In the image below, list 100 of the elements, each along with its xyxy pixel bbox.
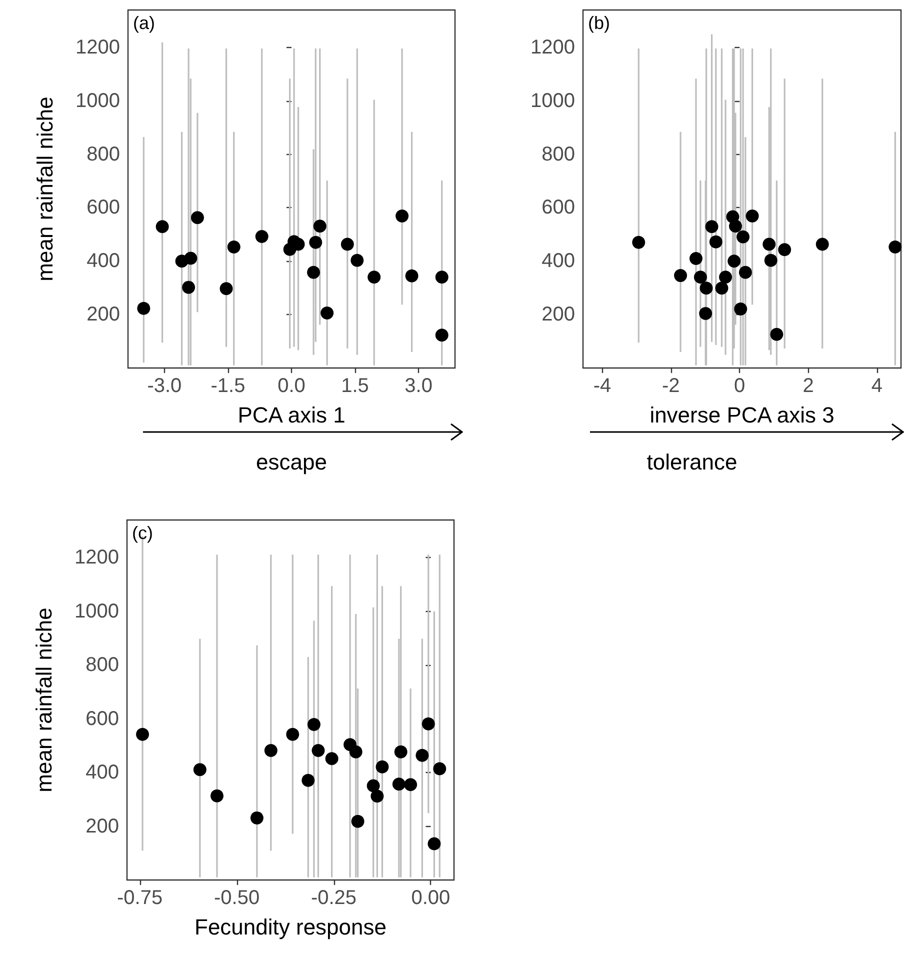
annotation: (a) bbox=[133, 13, 155, 33]
point bbox=[435, 328, 448, 342]
x-tick-label: 2 bbox=[802, 375, 814, 397]
y-tick-label: 200 bbox=[86, 304, 120, 326]
x-tick-label: 0.00 bbox=[411, 887, 450, 909]
point bbox=[428, 837, 441, 850]
annotation: (b) bbox=[588, 13, 610, 33]
point bbox=[368, 270, 381, 284]
x-tick-label: -1.5 bbox=[210, 375, 246, 397]
point bbox=[376, 760, 389, 774]
point bbox=[699, 307, 712, 320]
x-tick-label: -0.75 bbox=[117, 887, 163, 909]
point bbox=[405, 269, 418, 282]
point bbox=[728, 220, 742, 233]
point bbox=[220, 282, 233, 296]
y-tick-label: 200 bbox=[542, 304, 575, 326]
point bbox=[193, 763, 206, 776]
point bbox=[416, 748, 429, 762]
point bbox=[320, 306, 334, 320]
point bbox=[433, 762, 446, 776]
text: tolerance bbox=[646, 450, 738, 474]
y-tick-label: 400 bbox=[86, 762, 119, 784]
point bbox=[307, 266, 320, 279]
y-tick-label: 1000 bbox=[76, 90, 120, 112]
y-tick-label: 1200 bbox=[74, 546, 119, 569]
point bbox=[255, 230, 268, 244]
x-tick-label: 3.0 bbox=[404, 375, 432, 397]
point bbox=[816, 238, 829, 251]
x-axis-title: Fecundity response bbox=[194, 914, 386, 940]
point bbox=[264, 744, 278, 758]
point bbox=[350, 254, 364, 267]
x-tick-label: 0 bbox=[734, 375, 746, 397]
point bbox=[312, 744, 325, 758]
point bbox=[738, 266, 752, 279]
point bbox=[736, 230, 750, 244]
point bbox=[709, 235, 722, 248]
point bbox=[770, 328, 784, 341]
point bbox=[392, 778, 406, 791]
point bbox=[705, 220, 718, 234]
x-tick-label: 0.0 bbox=[278, 375, 306, 397]
point bbox=[340, 238, 354, 251]
point bbox=[715, 282, 728, 295]
y-axis-title: mean rainfall niche bbox=[32, 96, 58, 282]
point bbox=[136, 728, 150, 741]
point bbox=[694, 270, 707, 284]
point bbox=[156, 220, 169, 234]
point bbox=[307, 718, 320, 731]
point bbox=[394, 745, 408, 758]
point bbox=[396, 209, 409, 222]
point bbox=[689, 252, 702, 265]
point bbox=[325, 752, 338, 766]
x-tick-label: 1.5 bbox=[341, 375, 369, 397]
point bbox=[778, 243, 792, 256]
y-axis-title: mean rainfall niche bbox=[32, 608, 56, 792]
y-tick-label: 1200 bbox=[530, 36, 575, 58]
text: escape bbox=[256, 450, 327, 474]
point bbox=[250, 811, 264, 824]
point bbox=[190, 211, 204, 224]
point bbox=[370, 790, 384, 803]
point bbox=[734, 302, 748, 316]
point bbox=[632, 236, 646, 249]
point bbox=[762, 238, 776, 251]
point bbox=[286, 728, 300, 741]
point bbox=[422, 717, 435, 730]
y-tick-label: 800 bbox=[542, 143, 575, 166]
point bbox=[210, 789, 224, 802]
x-tick-label: -4 bbox=[593, 375, 612, 397]
x-tick-label: 4 bbox=[871, 375, 883, 397]
point bbox=[728, 254, 741, 268]
point bbox=[313, 220, 326, 233]
y-tick-label: 800 bbox=[86, 143, 120, 166]
point bbox=[366, 779, 380, 792]
y-tick-label: 200 bbox=[86, 815, 119, 838]
y-tick-label: 1000 bbox=[530, 90, 575, 112]
y-tick-label: 600 bbox=[86, 708, 119, 730]
point bbox=[309, 236, 322, 249]
y-tick-label: 400 bbox=[542, 250, 575, 272]
y-tick-label: 400 bbox=[86, 250, 120, 272]
annotation: (c) bbox=[132, 523, 153, 543]
point bbox=[700, 282, 713, 295]
point bbox=[351, 814, 364, 828]
point bbox=[227, 240, 240, 254]
y-tick-label: 600 bbox=[86, 196, 120, 219]
point bbox=[746, 209, 759, 222]
x-tick-label: -0.50 bbox=[214, 887, 260, 909]
point bbox=[349, 745, 362, 758]
x-axis-title: PCA axis 1 bbox=[238, 402, 346, 428]
point bbox=[674, 269, 688, 282]
y-tick-label: 600 bbox=[542, 196, 575, 219]
point bbox=[719, 270, 732, 284]
point bbox=[435, 270, 448, 284]
point bbox=[302, 774, 315, 787]
x-tick-label: -0.25 bbox=[310, 887, 357, 909]
point bbox=[184, 252, 198, 265]
y-tick-label: 1200 bbox=[76, 36, 120, 58]
point bbox=[764, 254, 778, 267]
x-axis-title: inverse PCA axis 3 bbox=[650, 402, 834, 428]
point bbox=[404, 778, 418, 792]
x-tick-label: -2 bbox=[662, 375, 680, 397]
y-tick-label: 1000 bbox=[74, 600, 119, 622]
